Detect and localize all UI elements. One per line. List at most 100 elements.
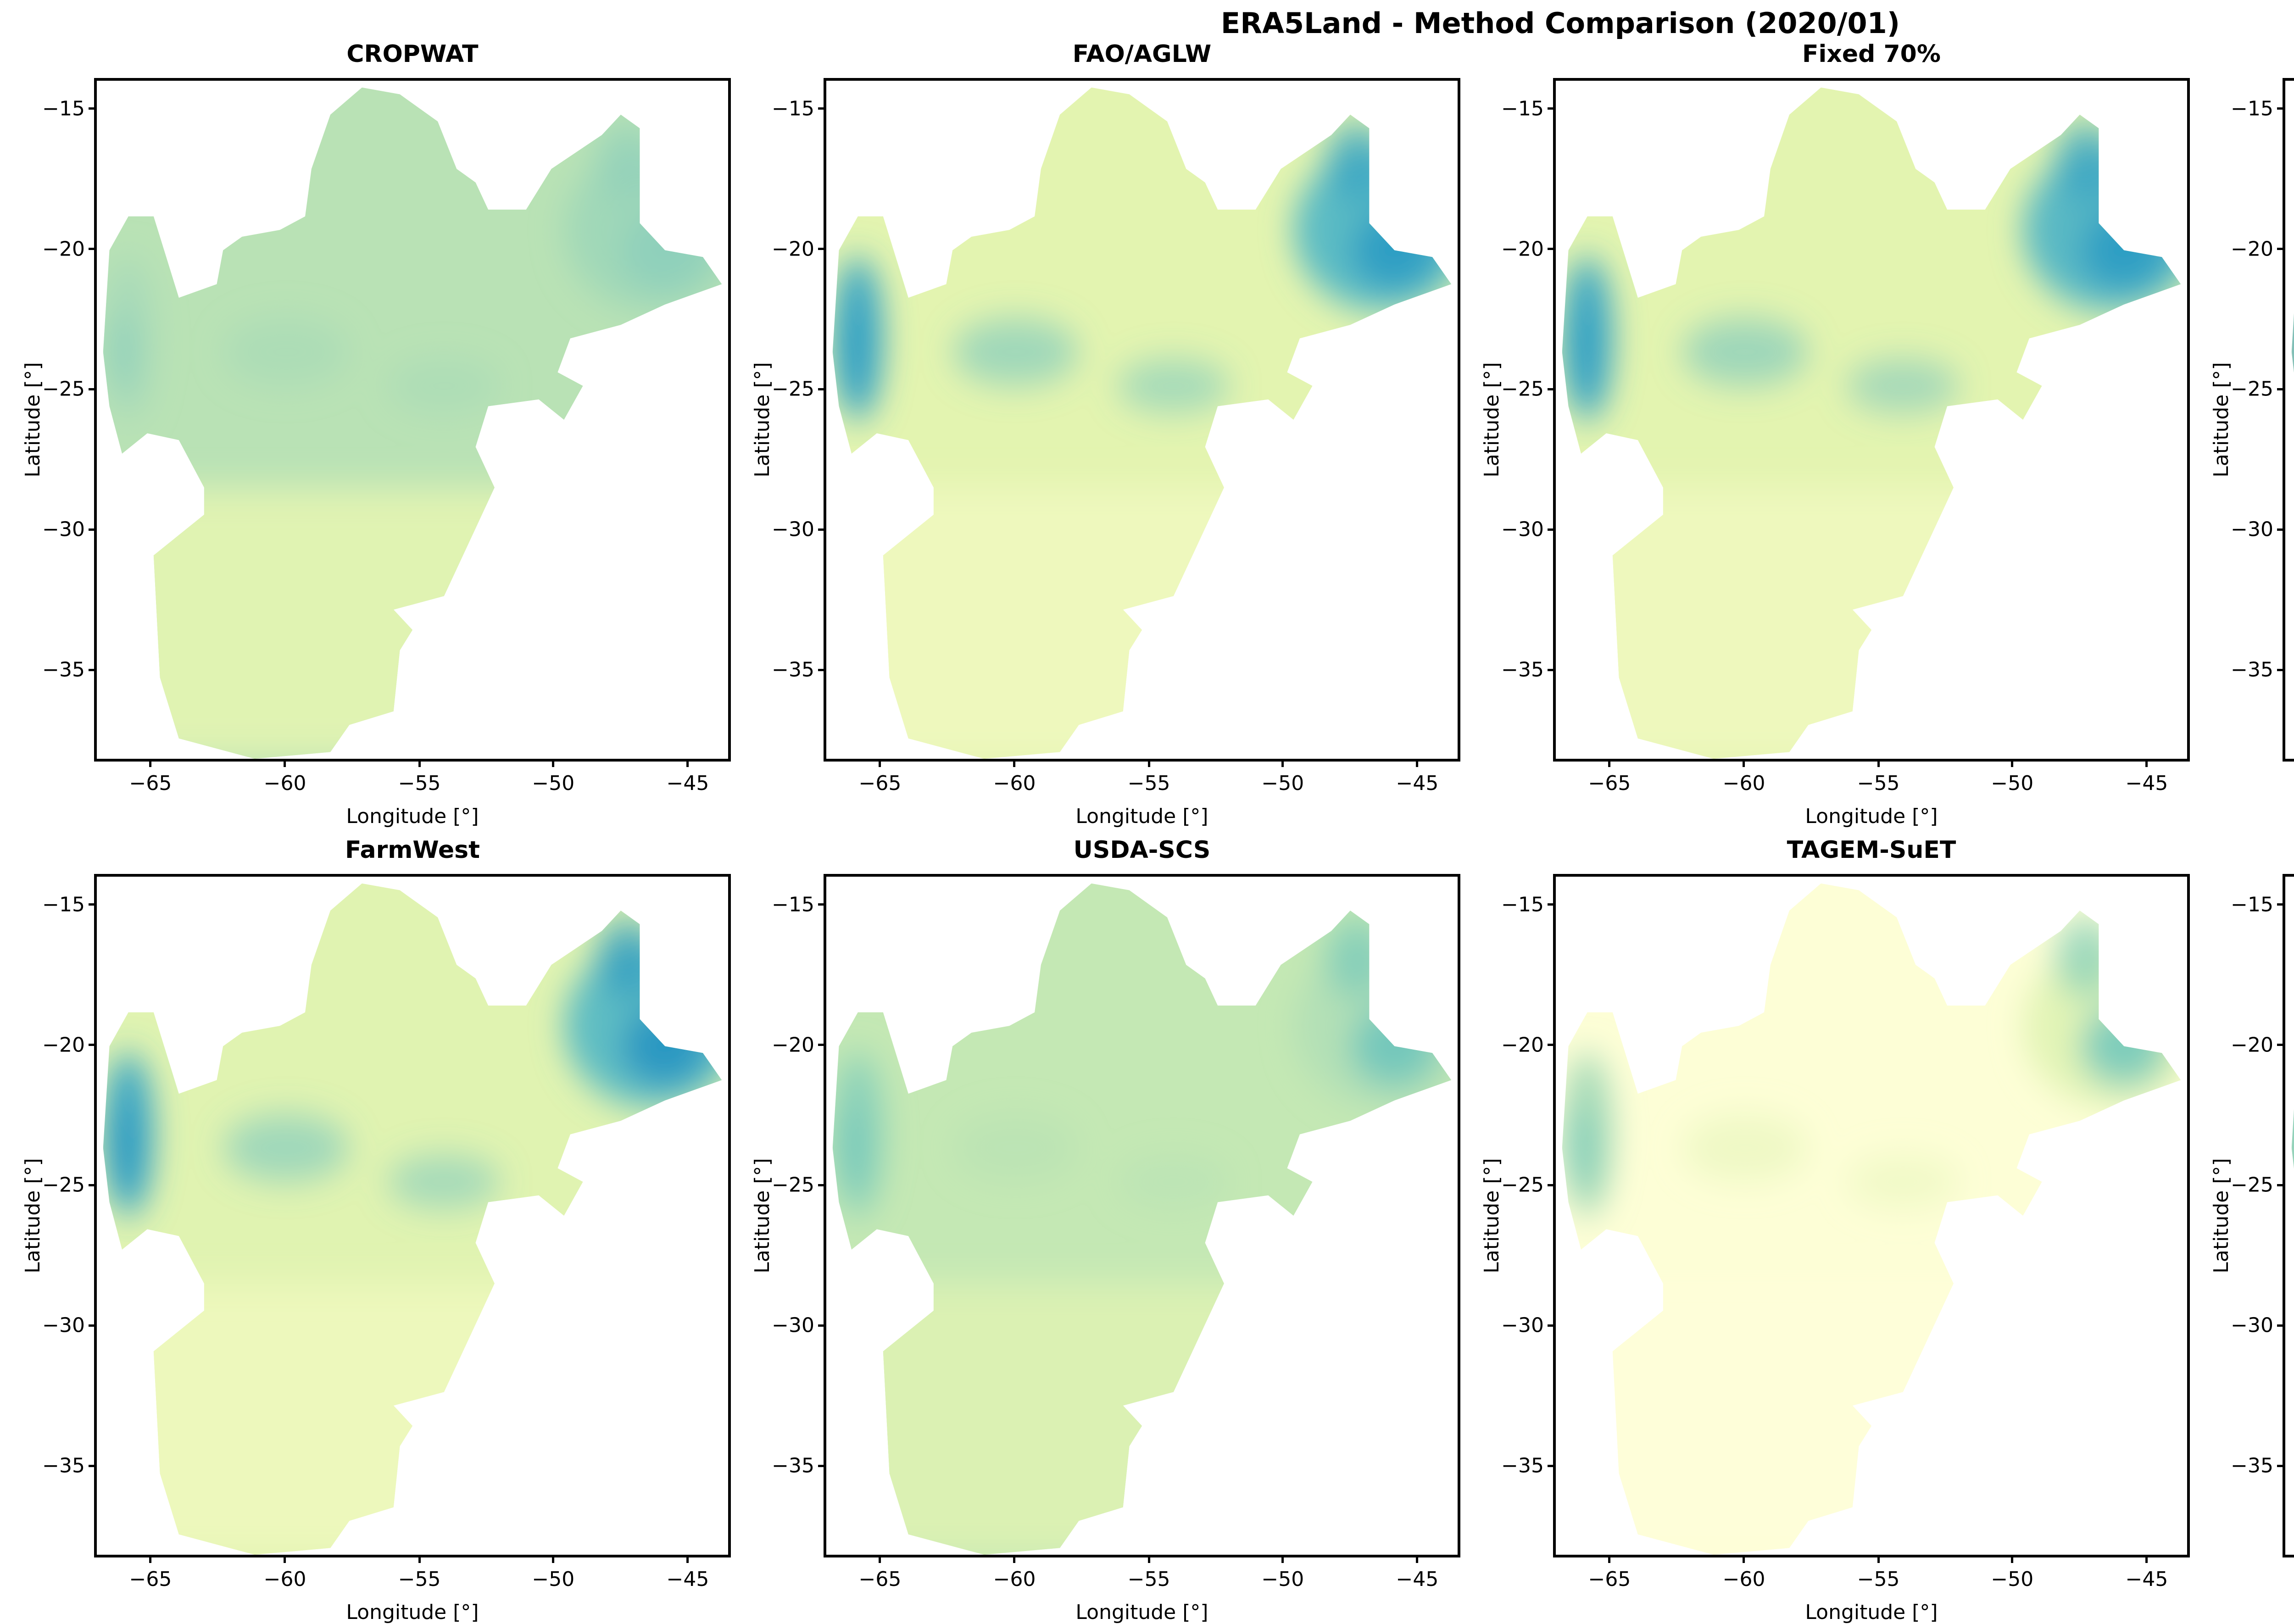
y-tick-label: −25 bbox=[772, 377, 814, 401]
y-tick-label: −25 bbox=[2231, 377, 2273, 401]
x-tick-label: −45 bbox=[1396, 1568, 1439, 1591]
y-tick-label: −25 bbox=[1501, 377, 1544, 401]
y-tick-label: −15 bbox=[772, 893, 814, 917]
y-tick-label: −35 bbox=[42, 658, 85, 682]
x-tick-label: −60 bbox=[263, 772, 306, 795]
x-tick-label: −50 bbox=[1991, 772, 2034, 795]
y-tick-label: −25 bbox=[772, 1173, 814, 1197]
map-panel: CROPWAT −15 −20 −25 −30 −35 −65 −60 −55 −50 −45 Lon… bbox=[21, 40, 731, 828]
map-panel: Fixed 70% −15 −20 −25 −30 −35 −65 −60 −55 −50 −45 L… bbox=[1480, 40, 2190, 828]
x-axis-label: Longitude [°] bbox=[2285, 805, 2294, 828]
panel-title: USDA-SCS bbox=[1073, 836, 1211, 864]
figure-title: ERA5Land - Method Comparison (2020/01) bbox=[1220, 6, 1900, 40]
x-tick-label: −50 bbox=[1261, 1568, 1304, 1591]
map-panel: FarmWest −15 −20 −25 −30 −35 −65 −60 −55 −50 −45 Lo… bbox=[21, 836, 731, 1624]
x-axis-label: Longitude [°] bbox=[1805, 805, 1938, 828]
x-tick-label: −60 bbox=[993, 1568, 1036, 1591]
x-tick-label: −50 bbox=[1991, 1568, 2034, 1591]
y-tick-label: −20 bbox=[772, 1033, 814, 1057]
precipitation-map bbox=[1562, 883, 2181, 1555]
y-tick-label: −20 bbox=[772, 237, 814, 261]
x-tick-label: −60 bbox=[263, 1568, 306, 1591]
x-tick-label: −55 bbox=[1857, 772, 1900, 795]
x-tick-label: −65 bbox=[129, 1568, 172, 1591]
y-axis-label: Latitude [°] bbox=[750, 362, 774, 478]
y-tick-label: −35 bbox=[1501, 658, 1544, 682]
y-tick-label: −35 bbox=[772, 658, 814, 682]
x-tick-label: −65 bbox=[129, 772, 172, 795]
precipitation-map bbox=[832, 883, 1452, 1555]
panel-title: CROPWAT bbox=[346, 40, 479, 68]
x-tick-label: −45 bbox=[1396, 772, 1439, 795]
y-tick-label: −30 bbox=[2231, 1313, 2273, 1337]
y-axis-label: Latitude [°] bbox=[21, 1158, 45, 1274]
x-tick-label: −45 bbox=[2125, 772, 2168, 795]
y-tick-label: −15 bbox=[2231, 893, 2273, 917]
y-tick-label: −35 bbox=[772, 1454, 814, 1478]
x-tick-label: −65 bbox=[1588, 772, 1631, 795]
x-axis-label: Longitude [°] bbox=[2285, 1601, 2294, 1624]
x-tick-label: −55 bbox=[398, 1568, 441, 1591]
x-tick-label: −60 bbox=[1722, 772, 1765, 795]
y-tick-label: −15 bbox=[1501, 97, 1544, 121]
y-tick-label: −15 bbox=[772, 97, 814, 121]
precipitation-map bbox=[103, 883, 722, 1555]
y-axis-label: Latitude [°] bbox=[1480, 1158, 1503, 1274]
y-tick-label: −20 bbox=[42, 1033, 85, 1057]
y-tick-label: −25 bbox=[2231, 1173, 2273, 1197]
panel-title: TAGEM-SuET bbox=[1787, 836, 1956, 864]
y-tick-label: −15 bbox=[2231, 97, 2273, 121]
x-tick-label: −55 bbox=[1127, 772, 1170, 795]
precipitation-map bbox=[1562, 87, 2181, 759]
y-tick-label: −35 bbox=[1501, 1454, 1544, 1478]
map-panel: Dependable Rain−15−20−25−30−35−65−60−55−… bbox=[2210, 78, 2294, 762]
panel-title: Fixed 70% bbox=[1802, 40, 1941, 68]
x-axis-label: Longitude [°] bbox=[1805, 1601, 1938, 1624]
x-axis-label: Longitude [°] bbox=[346, 805, 479, 828]
precipitation-map bbox=[2291, 87, 2294, 759]
x-tick-label: −65 bbox=[858, 772, 902, 795]
y-tick-label: −15 bbox=[1501, 893, 1544, 917]
x-tick-label: −50 bbox=[1261, 772, 1304, 795]
y-tick-label: −30 bbox=[2231, 517, 2273, 541]
y-tick-label: −20 bbox=[1501, 1033, 1544, 1057]
y-tick-label: −35 bbox=[2231, 658, 2273, 682]
x-axis-label: Longitude [°] bbox=[1075, 805, 1208, 828]
y-tick-label: −15 bbox=[42, 893, 85, 917]
y-tick-label: −15 bbox=[42, 97, 85, 121]
y-tick-label: −20 bbox=[2231, 237, 2273, 261]
y-tick-label: −30 bbox=[1501, 517, 1544, 541]
panel-title: FAO/AGLW bbox=[1072, 40, 1212, 68]
panel-title: Dependable Rain bbox=[2283, 40, 2294, 68]
y-tick-label: −20 bbox=[2231, 1033, 2273, 1057]
map-panel: USDA-SCS −15 −20 −25 −30 −35 −65 −60 −55 −50 −45 Lo… bbox=[751, 836, 1460, 1624]
x-tick-label: −65 bbox=[1588, 1568, 1631, 1591]
x-tick-label: −55 bbox=[398, 772, 441, 795]
x-tick-label: −50 bbox=[532, 1568, 575, 1591]
map-panel: FAO/AGLW −15 −20 −25 −30 −35 −65 −60 −55 −50 −45 Lo… bbox=[751, 40, 1460, 828]
y-axis-label: Latitude [°] bbox=[1480, 362, 1503, 478]
y-axis-label: Latitude [°] bbox=[2209, 362, 2233, 478]
y-axis-label: Latitude [°] bbox=[750, 1158, 774, 1274]
y-tick-label: −35 bbox=[42, 1454, 85, 1478]
x-axis-label: Longitude [°] bbox=[346, 1601, 479, 1624]
y-tick-label: −30 bbox=[42, 1313, 85, 1337]
x-tick-label: −65 bbox=[858, 1568, 902, 1591]
map-axes: −15−20−25−30−35−65−60−55−50−45Longitude … bbox=[2210, 874, 2294, 1557]
y-tick-label: −25 bbox=[42, 1173, 85, 1197]
x-tick-label: −55 bbox=[1127, 1568, 1170, 1591]
y-tick-label: −35 bbox=[2231, 1454, 2273, 1478]
y-tick-label: −30 bbox=[772, 517, 814, 541]
x-tick-label: −60 bbox=[1722, 1568, 1765, 1591]
y-axis-label: Latitude [°] bbox=[2209, 1158, 2233, 1274]
y-tick-label: −30 bbox=[772, 1313, 814, 1337]
x-tick-label: −45 bbox=[2125, 1568, 2168, 1591]
map-panel: TAGEM-SuET −15 −20 −25 −30 −35 −65 −60 −55 −50 −45… bbox=[1480, 836, 2190, 1624]
y-tick-label: −25 bbox=[42, 377, 85, 401]
x-tick-label: −45 bbox=[666, 772, 709, 795]
precipitation-map bbox=[103, 87, 722, 759]
